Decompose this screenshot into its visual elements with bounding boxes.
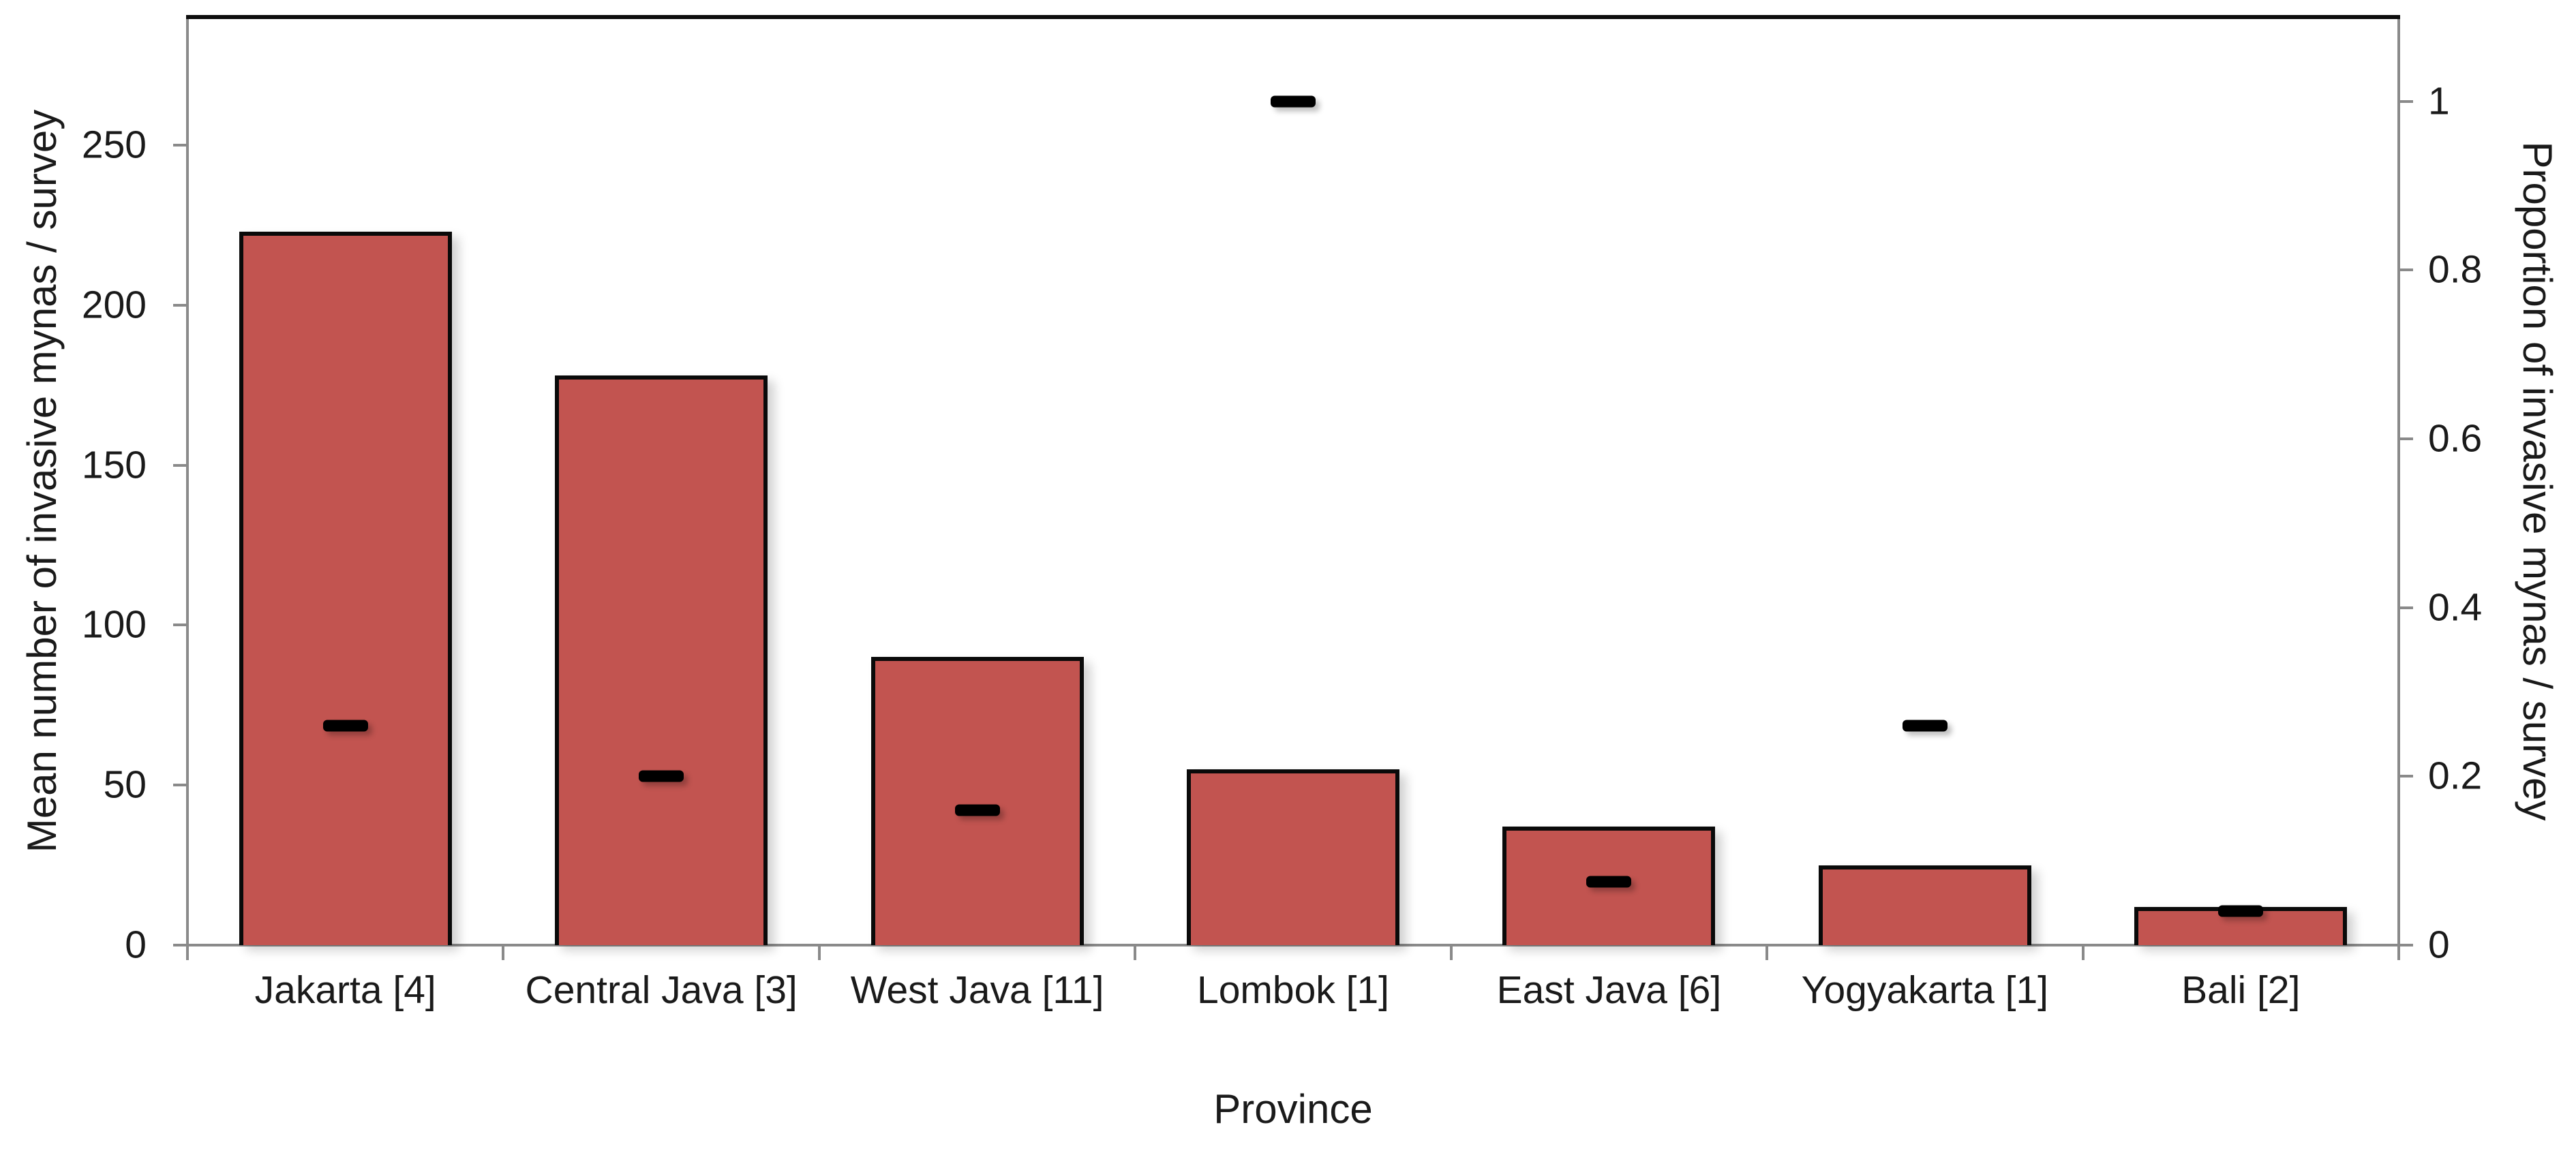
left-axis-tick: [173, 303, 187, 307]
x-axis-tick: [1766, 945, 1769, 960]
right-axis-tick: [2399, 944, 2413, 946]
left-axis-tick: [173, 784, 187, 787]
proportion-marker: [1271, 95, 1316, 108]
x-category-label: East Java [6]: [1496, 968, 1722, 1012]
proportion-marker: [954, 804, 1000, 816]
proportion-marker: [2218, 905, 2264, 917]
right-tick-label: 0.2: [2428, 754, 2483, 798]
bar: [1818, 865, 2031, 945]
x-axis-tick: [2081, 945, 2085, 960]
x-axis-tick: [502, 945, 505, 960]
right-axis-line: [2397, 17, 2400, 960]
proportion-marker: [1902, 720, 1948, 732]
right-axis-tick: [2399, 268, 2413, 272]
right-axis-tick: [2399, 437, 2413, 441]
x-category-label: Jakarta [4]: [254, 968, 436, 1012]
x-axis-tick: [186, 945, 189, 960]
right-axis-tick: [2399, 99, 2413, 103]
x-category-label: Bali [2]: [2181, 968, 2301, 1012]
right-tick-label: 1: [2428, 79, 2450, 123]
right-tick-label: 0.6: [2428, 416, 2483, 461]
left-axis-tick: [173, 143, 187, 147]
right-tick-label: 0.4: [2428, 585, 2483, 630]
x-axis-tick: [1449, 945, 1453, 960]
x-axis-tick: [1134, 945, 1137, 960]
right-axis-tick: [2399, 775, 2413, 778]
left-tick-label: 0: [125, 923, 147, 967]
x-axis-title: Province: [1213, 1086, 1373, 1132]
x-category-label: Central Java [3]: [525, 968, 798, 1012]
bar: [239, 231, 452, 945]
left-axis-line: [186, 17, 189, 960]
left-tick-label: 200: [81, 283, 147, 327]
left-axis-title: Mean number of invasive mynas / survey: [19, 109, 65, 853]
left-axis-tick: [173, 623, 187, 627]
plot-top-border: [186, 15, 2400, 19]
left-tick-label: 250: [81, 123, 147, 167]
x-category-label: Yogyakarta [1]: [1801, 968, 2049, 1012]
left-tick-label: 150: [81, 443, 147, 487]
x-axis-tick: [2397, 945, 2400, 960]
x-axis-tick: [817, 945, 821, 960]
left-axis-tick: [173, 463, 187, 467]
right-axis-title: Proportion of invasive mynas / survey: [2515, 141, 2560, 821]
bar: [555, 375, 768, 945]
left-tick-label: 100: [81, 602, 147, 647]
x-category-label: West Java [11]: [850, 968, 1104, 1012]
left-axis-tick: [173, 944, 187, 946]
right-axis-tick: [2399, 606, 2413, 609]
x-axis-line: [173, 944, 2413, 946]
right-tick-label: 0.8: [2428, 247, 2483, 292]
proportion-marker: [639, 770, 684, 782]
right-tick-label: 0: [2428, 923, 2450, 967]
proportion-marker: [1586, 876, 1632, 888]
left-tick-label: 50: [103, 763, 147, 807]
proportion-marker: [322, 720, 368, 732]
x-category-label: Lombok [1]: [1197, 968, 1389, 1012]
bar: [1187, 769, 1399, 945]
bar: [870, 657, 1084, 945]
